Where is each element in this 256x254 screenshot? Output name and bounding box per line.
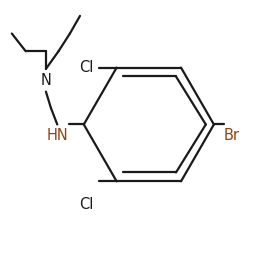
Text: Br: Br — [224, 128, 240, 143]
Text: HN: HN — [47, 128, 69, 143]
Text: Cl: Cl — [80, 60, 94, 75]
Text: Cl: Cl — [80, 197, 94, 212]
Text: N: N — [40, 73, 51, 88]
